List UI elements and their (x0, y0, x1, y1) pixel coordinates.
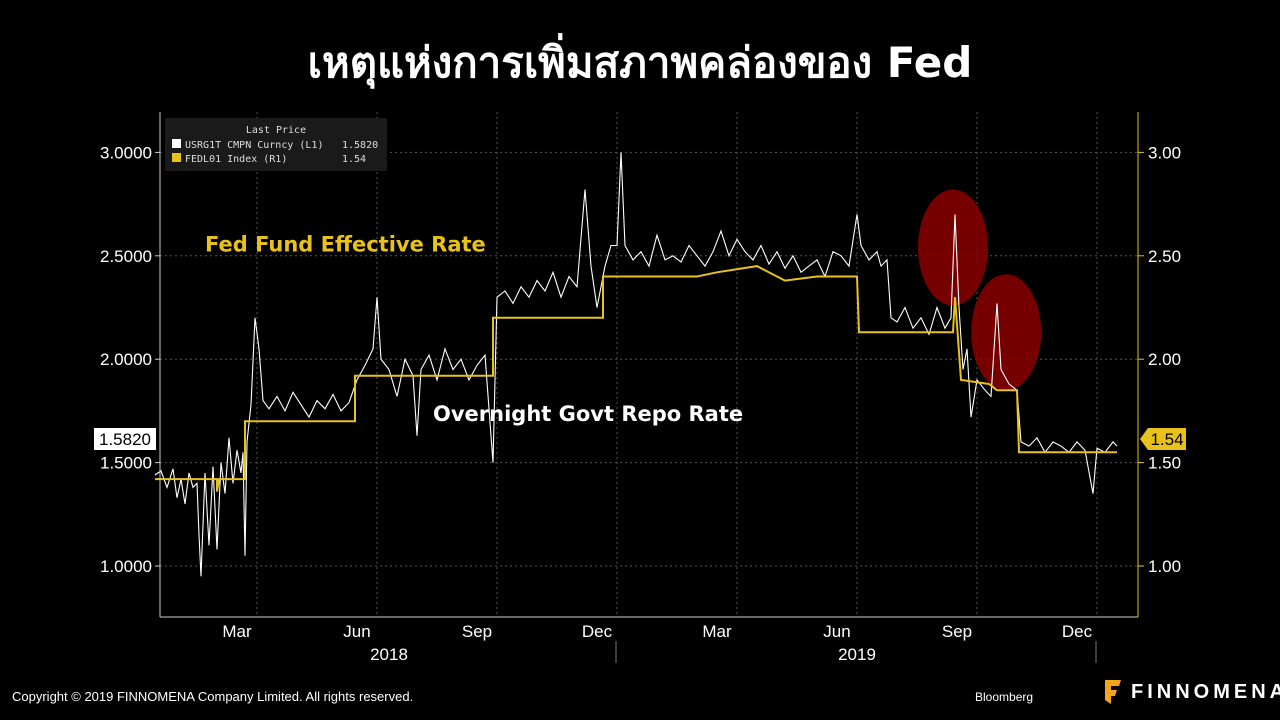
legend-header: Last Price (246, 125, 306, 136)
source-label: Bloomberg (975, 690, 1034, 704)
legend-label-repo: USRG1T CMPN Curncy (L1) (185, 140, 323, 151)
page-title: เหตุแห่งการเพิ่มสภาพคล่องของ Fed (307, 38, 973, 87)
x-month-label: Mar (222, 622, 252, 641)
last-value-right: 1.54 (1140, 428, 1186, 450)
x-month-label: Jun (823, 622, 850, 641)
x-year-label: 2018 (370, 645, 408, 664)
x-month-label: Mar (702, 622, 732, 641)
left-tick-label: 2.0000 (100, 350, 152, 369)
right-tick-label: 1.00 (1148, 557, 1181, 576)
annotation-repo: Overnight Govt Repo Rate (433, 402, 743, 426)
finnomena-logo-icon (1105, 680, 1121, 704)
copyright: Copyright © 2019 FINNOMENA Company Limit… (12, 689, 414, 704)
annotation-fed-fund: Fed Fund Effective Rate (205, 233, 486, 257)
left-tick-label: 1.0000 (100, 557, 152, 576)
left-tick-label: 2.5000 (100, 247, 152, 266)
series-line-repo (154, 152, 1118, 577)
x-month-label: Dec (1062, 622, 1093, 641)
legend-value-repo: 1.5820 (342, 140, 378, 151)
last-value-left: 1.5820 (94, 428, 156, 450)
x-month-label: Jun (343, 622, 370, 641)
brand-name: FINNOMENA (1131, 680, 1280, 703)
highlight-ellipse (918, 189, 988, 306)
x-month-label: Sep (942, 622, 972, 641)
right-tick-label: 2.00 (1148, 350, 1181, 369)
right-tick-label: 3.00 (1148, 143, 1181, 162)
x-month-label: Dec (582, 622, 613, 641)
right-tick-label: 2.50 (1148, 247, 1181, 266)
finnomena-logo: FINNOMENA (1103, 678, 1280, 706)
left-tick-label: 3.0000 (100, 143, 152, 162)
legend-swatch-fed (172, 153, 181, 162)
left-tick-label: 1.5000 (100, 454, 152, 473)
highlight-ellipse (971, 274, 1042, 391)
x-month-label: Sep (462, 622, 492, 641)
legend-value-fed: 1.54 (342, 154, 366, 165)
x-year-label: 2019 (838, 645, 876, 664)
right-tick-label: 1.50 (1148, 454, 1181, 473)
legend-label-fed: FEDL01 Index (R1) (185, 154, 287, 165)
legend-swatch-repo (172, 139, 181, 148)
legend: Last Price USRG1T CMPN Curncy (L1) 1.582… (165, 118, 387, 171)
last-value-left-label: 1.5820 (99, 430, 151, 449)
series-line-fed-fund (155, 265, 1117, 492)
last-value-right-label: 1.54 (1150, 430, 1183, 449)
